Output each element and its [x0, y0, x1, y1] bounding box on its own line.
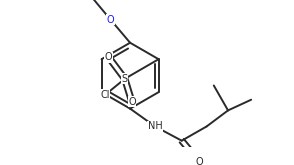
Text: O: O	[128, 97, 136, 107]
Text: S: S	[122, 74, 128, 84]
Text: O: O	[107, 15, 114, 25]
Text: Cl: Cl	[101, 90, 110, 100]
Text: NH: NH	[148, 121, 162, 132]
Text: O: O	[105, 52, 113, 62]
Text: O: O	[196, 157, 203, 165]
